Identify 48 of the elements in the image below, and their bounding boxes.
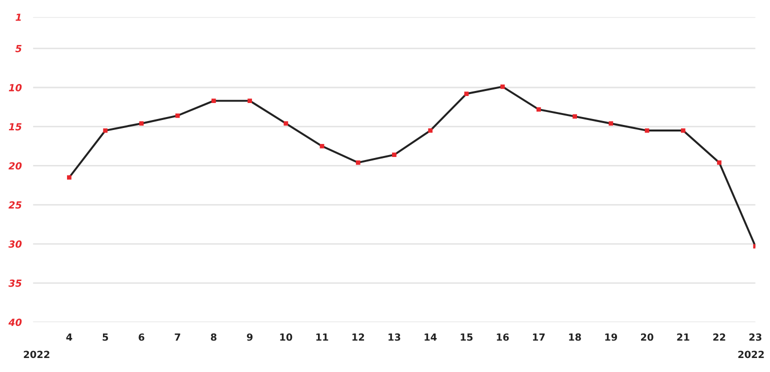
x-tick-label: 13 — [388, 333, 400, 341]
y-tick-label: 20 — [8, 162, 22, 170]
text: 2022 — [738, 350, 764, 358]
point — [248, 98, 252, 103]
x-tick-label: 14 — [424, 334, 437, 341]
x-tick-label: 8 — [210, 333, 216, 341]
point — [211, 98, 216, 103]
x-tick-label: 9 — [246, 333, 253, 341]
x-tick-label: 10 — [280, 333, 292, 341]
x-tick-label: 5 — [102, 334, 108, 341]
y-tick-label: 1 — [16, 14, 21, 21]
x-tick-label: 20 — [641, 333, 654, 341]
x-tick-label: 11 — [316, 334, 328, 341]
x-tick-label: 16 — [496, 333, 509, 341]
point — [103, 128, 108, 133]
y-tick-label: 40 — [8, 318, 22, 326]
point — [67, 175, 72, 180]
x-tick-label: 7 — [174, 334, 180, 341]
y-tick-label: 15 — [8, 123, 22, 130]
point — [572, 114, 577, 119]
x-tick-label: 23 — [749, 333, 762, 341]
y-tick-label: 5 — [15, 45, 22, 52]
x-tick-label: 17 — [533, 334, 545, 341]
x-tick-label: 12 — [352, 333, 364, 341]
point — [175, 113, 180, 118]
x-tick-label: 19 — [605, 333, 618, 341]
x-tick-label: 21 — [677, 333, 690, 341]
point — [680, 128, 686, 133]
x-tick-label: 4 — [66, 334, 72, 341]
x-tick-label: 18 — [569, 333, 581, 341]
x-tick-label: 6 — [138, 333, 144, 341]
point — [428, 128, 433, 133]
point — [356, 160, 360, 165]
point — [392, 152, 396, 157]
y-tick-label: 25 — [8, 201, 22, 209]
x-tick-label: 22 — [713, 333, 726, 341]
point — [500, 84, 505, 89]
y-tick-label: 10 — [8, 84, 22, 92]
point — [464, 92, 469, 96]
y-tick-label: 35 — [8, 280, 22, 287]
text: 2022 — [24, 350, 50, 358]
point — [717, 160, 722, 165]
point — [320, 144, 324, 148]
point — [536, 107, 541, 112]
y-tick-label: 30 — [8, 240, 22, 248]
point — [608, 121, 614, 126]
point — [284, 121, 288, 126]
x-tick-label: 15 — [460, 334, 473, 341]
